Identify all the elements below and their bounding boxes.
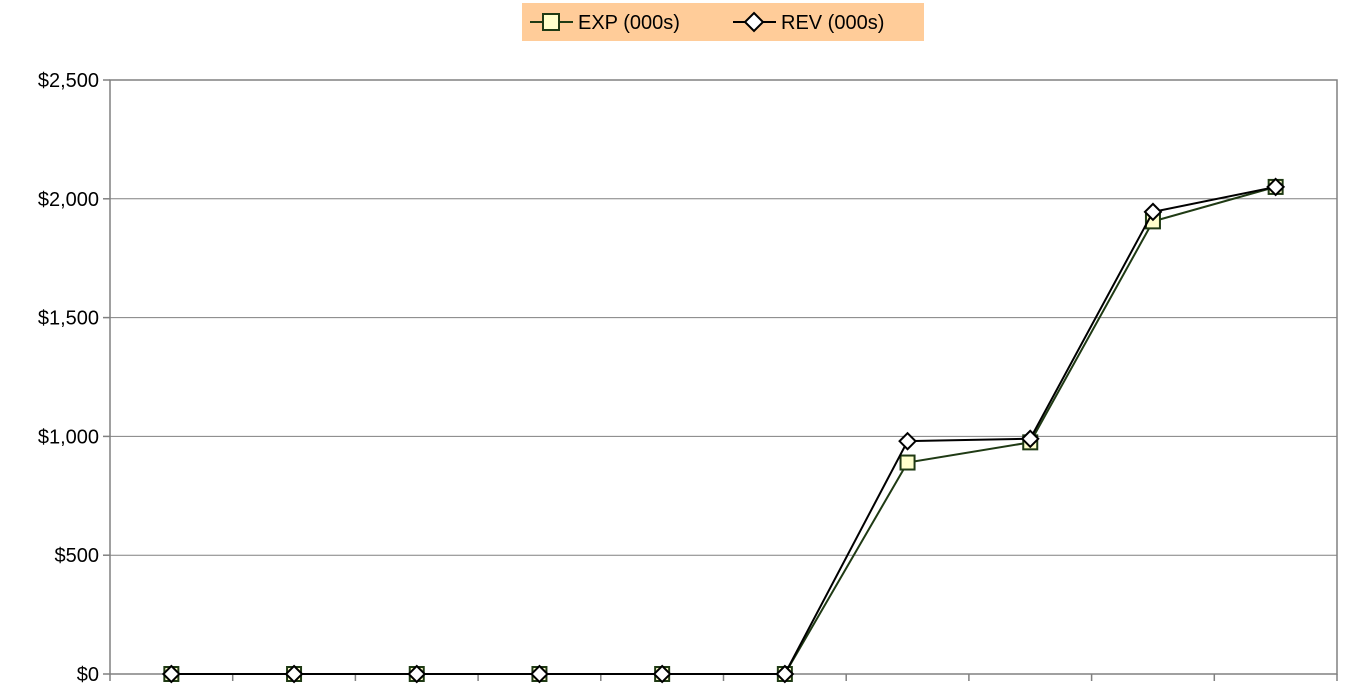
rev-data-point xyxy=(1266,177,1286,197)
legend-exp-label: EXP (000s) xyxy=(578,12,680,34)
rev-data-point xyxy=(1020,429,1040,449)
y-tick-label: $500 xyxy=(55,545,100,567)
legend-rev-diamond-marker xyxy=(743,11,765,33)
rev-data-point xyxy=(898,431,917,451)
y-tick-label: $2,000 xyxy=(38,189,99,211)
plot-area xyxy=(109,79,1338,675)
rev-data-point xyxy=(161,664,181,684)
y-axis: $0 $500 $1,000 $1,500 $2,000 $2,500 xyxy=(38,70,1338,686)
y-tick-label: $0 xyxy=(77,664,99,686)
y-tick-label: $2,500 xyxy=(38,70,99,92)
rev-data-point xyxy=(775,664,795,684)
rev-data-point xyxy=(284,664,304,684)
legend-item-rev: REV (000s) xyxy=(733,11,884,34)
y-tick-label: $1,000 xyxy=(38,426,99,448)
legend-rev-label: REV (000s) xyxy=(781,12,884,34)
legend: EXP (000s) REV (000s) xyxy=(522,3,924,41)
legend-exp-square-marker xyxy=(542,13,560,31)
rev-data-point xyxy=(652,664,672,684)
exp-data-point xyxy=(899,454,916,471)
y-tick-label: $1,500 xyxy=(38,308,99,330)
rev-series-line xyxy=(171,185,1276,675)
legend-item-exp: EXP (000s) xyxy=(530,12,680,34)
series-layer xyxy=(161,177,1286,684)
gridlines xyxy=(110,79,1337,556)
rev-data-point xyxy=(1143,202,1163,222)
rev-data-point xyxy=(530,664,549,684)
series-rev xyxy=(161,177,1286,684)
legend-background xyxy=(522,3,924,41)
rev-data-point xyxy=(407,664,427,684)
